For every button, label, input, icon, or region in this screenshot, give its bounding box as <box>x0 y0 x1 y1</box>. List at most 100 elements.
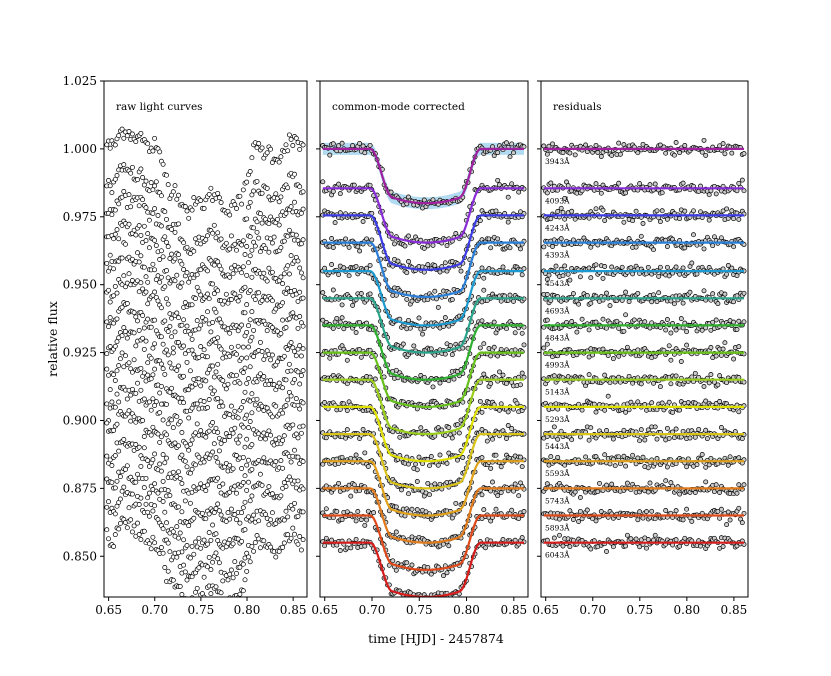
data-point <box>349 546 353 550</box>
data-point <box>643 438 647 442</box>
data-point <box>679 317 683 321</box>
data-point <box>279 494 283 498</box>
data-point <box>233 292 237 296</box>
data-point <box>426 263 430 267</box>
data-point <box>674 374 678 378</box>
data-point <box>482 288 486 292</box>
data-point <box>166 353 170 357</box>
data-point <box>159 306 163 310</box>
data-point <box>161 453 165 457</box>
data-point <box>545 318 549 322</box>
data-point <box>296 542 300 546</box>
data-point <box>363 523 367 527</box>
data-point <box>292 200 296 204</box>
x-tick-label: 0.70 <box>359 603 386 617</box>
data-point <box>578 435 582 439</box>
data-point <box>331 288 335 292</box>
data-point <box>241 455 245 459</box>
data-point <box>252 189 256 193</box>
data-point <box>234 373 238 377</box>
data-point <box>344 237 348 241</box>
data-point <box>234 248 238 252</box>
data-point <box>737 345 741 349</box>
data-point <box>229 404 233 408</box>
data-point <box>205 483 209 487</box>
data-point <box>450 436 454 440</box>
data-point <box>624 191 628 195</box>
data-point <box>221 379 225 383</box>
data-point <box>192 196 196 200</box>
data-point <box>245 273 249 277</box>
data-point <box>497 370 501 374</box>
data-point <box>147 491 151 495</box>
data-point <box>221 482 225 486</box>
data-point <box>267 222 271 226</box>
data-point <box>608 462 612 466</box>
data-point <box>146 302 150 306</box>
data-point <box>113 454 117 458</box>
data-point <box>241 239 245 243</box>
data-point <box>422 198 426 202</box>
data-point <box>415 479 419 483</box>
data-point <box>214 585 218 589</box>
data-point <box>176 222 180 226</box>
data-point <box>721 347 725 351</box>
data-point <box>496 494 500 498</box>
data-point <box>298 147 302 151</box>
data-point <box>113 405 117 409</box>
data-point <box>513 331 517 335</box>
data-point <box>270 270 274 274</box>
data-point <box>725 272 729 276</box>
data-point <box>594 207 598 211</box>
data-point <box>231 542 235 546</box>
data-point <box>134 480 138 484</box>
data-point <box>185 578 189 582</box>
data-point <box>301 347 305 351</box>
data-point <box>284 378 288 382</box>
data-point <box>142 265 146 269</box>
data-point <box>175 197 179 201</box>
data-point <box>199 384 203 388</box>
data-point <box>168 550 172 554</box>
data-point <box>338 320 342 324</box>
data-point <box>584 455 588 459</box>
data-point <box>286 515 290 519</box>
series-9 <box>542 394 746 414</box>
data-point <box>667 400 671 404</box>
data-point <box>549 181 553 185</box>
data-point <box>105 261 109 265</box>
data-point <box>655 209 659 213</box>
data-point <box>154 400 158 404</box>
data-point <box>504 327 508 331</box>
data-point <box>117 364 121 368</box>
data-point <box>238 434 242 438</box>
data-point <box>134 233 138 237</box>
data-point <box>125 336 129 340</box>
data-point <box>139 131 143 135</box>
data-point <box>190 337 194 341</box>
data-point <box>211 523 215 527</box>
data-point <box>180 592 184 596</box>
data-point <box>363 151 367 155</box>
data-point <box>166 329 170 333</box>
data-point <box>231 467 235 471</box>
data-point <box>490 480 494 484</box>
data-point <box>122 437 126 441</box>
data-point <box>561 210 565 214</box>
data-point <box>559 206 563 210</box>
data-point <box>204 238 208 242</box>
data-point <box>127 272 131 276</box>
data-point <box>324 507 328 511</box>
panel-title: common-mode corrected <box>332 101 465 113</box>
data-point <box>289 394 293 398</box>
data-point <box>185 360 189 364</box>
data-point <box>631 219 635 223</box>
data-point <box>685 465 689 469</box>
data-point <box>147 400 151 404</box>
data-point <box>292 501 296 505</box>
data-point <box>520 465 524 469</box>
data-point <box>260 349 264 353</box>
data-point <box>589 276 593 280</box>
data-point <box>610 153 614 157</box>
data-point <box>651 248 655 252</box>
